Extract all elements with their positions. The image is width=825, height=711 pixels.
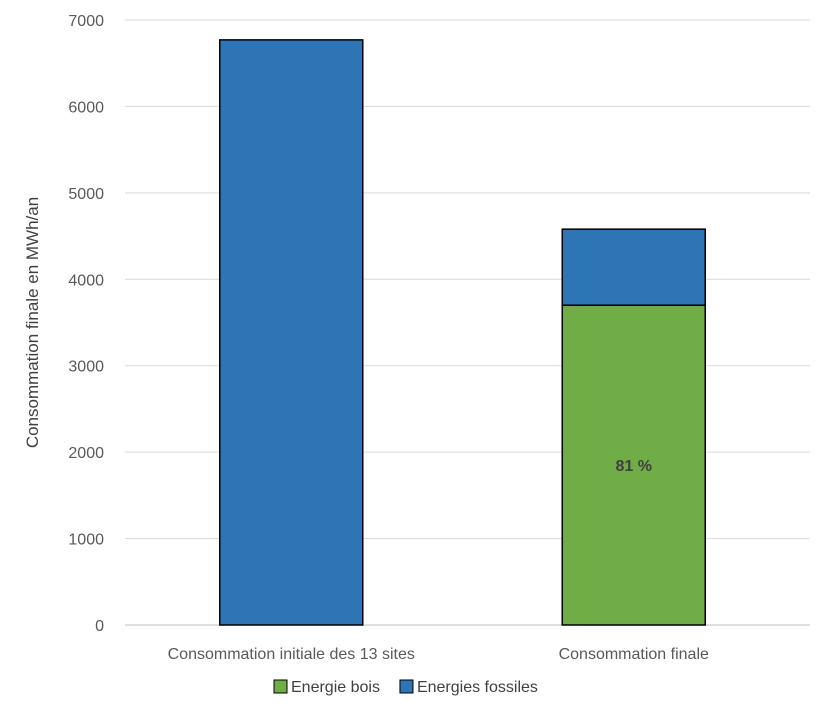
legend-label: Energies fossiles (417, 679, 538, 696)
bar-segment-energies-fossiles (561, 228, 706, 306)
y-tick-label: 2000 (68, 445, 104, 462)
legend-item-energies-fossiles: Energies fossiles (399, 679, 538, 696)
y-tick-label: 7000 (68, 13, 104, 30)
y-axis-title: Consommation finale en MWh/an (23, 197, 42, 448)
legend-swatch (273, 679, 288, 694)
bar-segment-energie-bois (561, 304, 706, 626)
y-tick-label: 5000 (68, 186, 104, 203)
legend-swatch (399, 679, 414, 694)
legend-item-energie-bois: Energie bois (273, 679, 380, 696)
y-tick-label: 1000 (68, 532, 104, 549)
x-tick-label: Consommation initiale des 13 sites (168, 646, 415, 663)
y-tick-label: 4000 (68, 272, 104, 289)
data-label: 81 % (616, 458, 652, 475)
legend: Energie bois Energies fossiles (273, 679, 538, 696)
legend-label: Energie bois (291, 679, 380, 696)
x-tick-label: Consommation finale (559, 646, 709, 663)
bar-segment-energies-fossiles (219, 39, 364, 626)
y-tick-label: 6000 (68, 99, 104, 116)
y-tick-label: 3000 (68, 359, 104, 376)
y-axis-tick-labels: 0 1000 2000 3000 4000 5000 6000 7000 (68, 13, 104, 635)
y-tick-label: 0 (95, 618, 104, 635)
x-axis-tick-labels: Consommation initiale des 13 sites Consom… (168, 646, 709, 663)
bars: 81 % (219, 39, 706, 626)
